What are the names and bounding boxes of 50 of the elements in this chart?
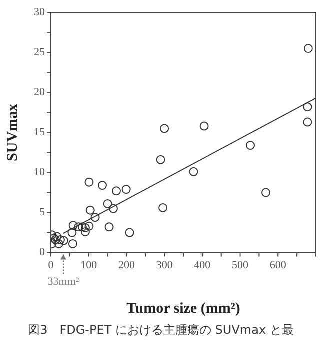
point <box>103 199 112 208</box>
point <box>303 102 312 112</box>
point <box>68 228 77 238</box>
y-tick-label: 5 <box>40 206 46 219</box>
y-tick-label: 0 <box>40 246 46 259</box>
x-tick-label: 200 <box>118 259 136 272</box>
point <box>52 232 62 242</box>
x-tick-label: 100 <box>80 259 98 272</box>
point <box>86 206 95 215</box>
x-axis-title: Tumor size (mm²) <box>126 300 240 317</box>
point <box>90 213 100 222</box>
y-tick-label: 30 <box>34 6 46 18</box>
point <box>74 222 84 232</box>
point <box>200 122 209 131</box>
x-tick-label: 0 <box>48 259 54 272</box>
y-axis-title: SUVmax <box>4 103 21 162</box>
point <box>246 141 256 150</box>
point <box>54 239 64 248</box>
point <box>78 222 87 232</box>
x-tick-label: 500 <box>232 259 250 272</box>
point <box>303 118 312 127</box>
point <box>80 223 90 232</box>
point <box>304 44 313 54</box>
ref-line-label: 33mm² <box>48 276 80 288</box>
caption: 図3 FDG-PET における主腫瘍の SUVmax と最 <box>27 322 295 339</box>
point <box>98 181 107 190</box>
y-tick-label: 20 <box>34 86 46 99</box>
point <box>160 124 170 134</box>
x-tick-label: 600 <box>270 259 287 272</box>
x-tick-label: 400 <box>194 259 212 272</box>
point <box>189 167 198 176</box>
y-tick-label: 15 <box>34 126 46 139</box>
y-tick-label: 25 <box>34 46 46 59</box>
point <box>59 236 68 246</box>
point <box>80 227 90 236</box>
point <box>84 178 94 187</box>
point <box>104 222 114 232</box>
point <box>84 222 94 231</box>
point <box>68 221 78 230</box>
point <box>156 155 166 164</box>
point <box>108 204 118 214</box>
point <box>122 185 131 194</box>
x-tick-label: 300 <box>156 259 174 272</box>
y-tick-label: 10 <box>34 166 46 179</box>
point <box>68 239 78 248</box>
point <box>112 186 121 196</box>
point <box>158 203 168 212</box>
point <box>125 228 134 238</box>
point <box>262 188 271 198</box>
point <box>56 235 65 244</box>
